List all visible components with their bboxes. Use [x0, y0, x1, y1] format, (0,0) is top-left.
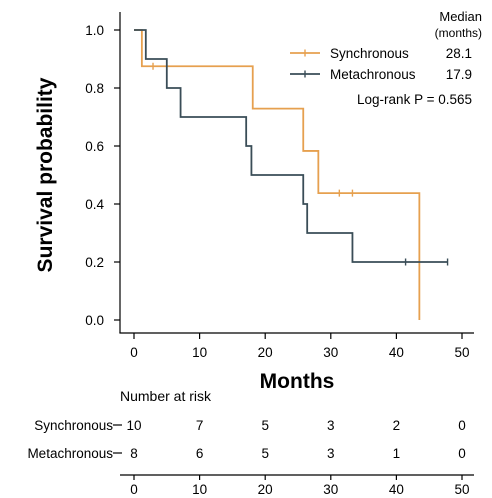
- survival-curves: [134, 29, 449, 320]
- x-axis-label: Months: [260, 370, 335, 393]
- risk-table: Number at risk Synchronous 10 7 5 3 2 0Metachr…: [27, 388, 474, 497]
- y-tick-label: 1.0: [85, 23, 104, 38]
- risk-axis-tick-label: 0: [130, 482, 138, 497]
- legend-header-months: (months): [435, 26, 482, 40]
- y-tick-label: 0.8: [85, 81, 104, 96]
- risk-count: 6: [196, 446, 204, 461]
- risk-count: 8: [130, 446, 138, 461]
- legend-header-median: Median: [439, 9, 482, 24]
- risk-count: 7: [196, 418, 204, 433]
- y-axis-label: Survival probability: [34, 77, 57, 272]
- risk-axis-tick-label: 50: [454, 482, 469, 497]
- survival-curve-metachronous: [134, 29, 448, 263]
- risk-axis-tick-label: 30: [323, 482, 338, 497]
- risk-axis-tick-label: 20: [258, 482, 273, 497]
- risk-count: 5: [261, 446, 269, 461]
- x-tick-label: 50: [454, 345, 469, 360]
- risk-count: 3: [327, 418, 335, 433]
- risk-row-label: Synchronous: [34, 418, 113, 433]
- legend: Median (months) Synchronous 28.1 Metachron…: [290, 9, 482, 107]
- legend-label: Metachronous: [330, 67, 416, 82]
- plot-axes: [119, 12, 474, 334]
- axis-ticks: 0.0 0.2 0.4 0.6 0.8 1.0 0 10 20 30 40 50: [85, 23, 469, 360]
- x-tick-label: 40: [389, 345, 404, 360]
- x-tick-label: 10: [192, 345, 207, 360]
- x-tick-label: 0: [130, 345, 138, 360]
- legend-label: Synchronous: [330, 46, 409, 61]
- y-tick-label: 0.4: [85, 197, 104, 212]
- risk-count: 3: [327, 446, 335, 461]
- risk-count: 1: [393, 446, 401, 461]
- risk-axis-tick-label: 40: [389, 482, 404, 497]
- risk-count: 0: [458, 418, 466, 433]
- risk-table-title: Number at risk: [120, 388, 212, 404]
- risk-count: 2: [393, 418, 401, 433]
- y-tick-label: 0.0: [85, 313, 104, 328]
- x-tick-label: 30: [323, 345, 338, 360]
- risk-axis-tick-label: 10: [192, 482, 207, 497]
- y-tick-label: 0.6: [85, 139, 104, 154]
- legend-median-value: 28.1: [446, 46, 472, 61]
- y-tick-label: 0.2: [85, 255, 104, 270]
- risk-count: 10: [126, 418, 141, 433]
- log-rank-annotation: Log-rank P = 0.565: [357, 92, 472, 107]
- x-tick-label: 20: [258, 345, 273, 360]
- risk-count: 0: [458, 446, 466, 461]
- risk-count: 5: [261, 418, 269, 433]
- legend-median-value: 17.9: [446, 67, 472, 82]
- risk-row-label: Metachronous: [27, 446, 113, 461]
